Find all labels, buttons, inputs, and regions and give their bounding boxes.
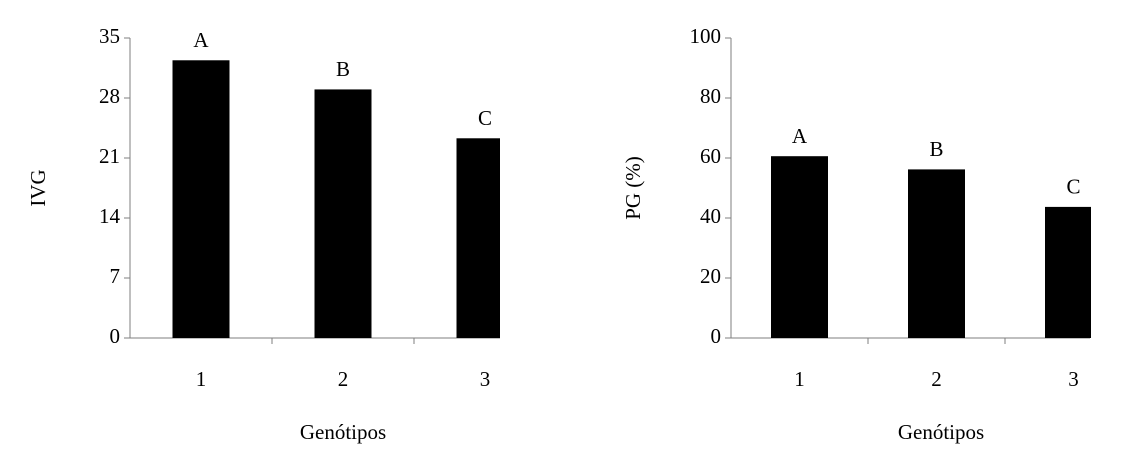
y-tick-label: 80 <box>700 84 721 108</box>
bar-annotation: A <box>792 124 808 148</box>
y-tick-label: 14 <box>99 204 121 228</box>
bar <box>314 89 372 338</box>
y-tick-label: 35 <box>99 24 120 48</box>
plot-area <box>172 60 500 339</box>
x-tick-label: 3 <box>1068 367 1079 391</box>
x-tick-label: 2 <box>931 367 942 391</box>
bar-annotation: C <box>478 106 492 130</box>
y-tick-label: 7 <box>110 264 121 288</box>
bar <box>172 60 230 339</box>
y-axis-label: PG (%) <box>621 156 645 220</box>
y-tick-label: 100 <box>690 24 722 48</box>
y-tick-label: 28 <box>99 84 120 108</box>
x-tick-label: 2 <box>338 367 349 391</box>
x-axis-label: Genótipos <box>898 420 984 444</box>
plot-area <box>771 156 1091 338</box>
y-tick-label: 0 <box>110 324 121 348</box>
y-tick-label: 60 <box>700 144 721 168</box>
x-tick-label: 3 <box>480 367 491 391</box>
y-axis-label: IVG <box>26 169 50 206</box>
bar-annotation: A <box>193 28 209 52</box>
bar-annotation: B <box>336 57 350 81</box>
y-tick-label: 0 <box>711 324 722 348</box>
bar <box>1045 206 1091 338</box>
bar-annotation: C <box>1066 175 1080 199</box>
y-tick-label: 20 <box>700 264 721 288</box>
y-tick-label: 40 <box>700 204 721 228</box>
bar <box>771 156 828 338</box>
y-tick-label: 21 <box>99 144 120 168</box>
bar-annotation: B <box>929 137 943 161</box>
bar <box>908 169 965 338</box>
x-axis-label: Genótipos <box>300 420 386 444</box>
x-tick-label: 1 <box>794 367 805 391</box>
bar <box>456 138 500 338</box>
x-tick-label: 1 <box>196 367 207 391</box>
